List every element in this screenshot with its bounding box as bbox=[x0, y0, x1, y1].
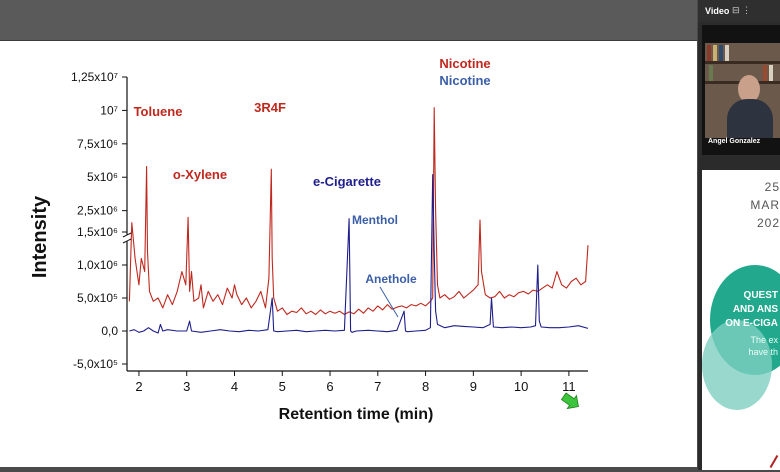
x-tick-label: 5 bbox=[279, 379, 286, 394]
poster-line4: The ex bbox=[750, 335, 778, 345]
y-axis-break-mark bbox=[122, 238, 132, 244]
event-poster: 25 MAR 202 QUEST AND ANS ON E-CIGA The e… bbox=[702, 170, 780, 470]
y-axis-break-mark bbox=[122, 232, 132, 238]
peak-annotation: Toluene bbox=[134, 104, 183, 119]
y-tick-label: 0,0 bbox=[101, 324, 118, 338]
poster-year: 202 bbox=[756, 216, 780, 230]
x-tick-label: 11 bbox=[562, 379, 576, 394]
peak-annotation: e-Cigarette bbox=[313, 174, 381, 189]
x-tick-label: 6 bbox=[326, 379, 333, 394]
y-tick-label: 10⁷ bbox=[100, 103, 118, 117]
x-tick-label: 4 bbox=[231, 379, 238, 394]
presentation-slide: 1,25x10⁷ 10⁷ 7,5x10⁶ 5x10⁶ 2,5x10⁶ 1,5x10⁶ 1,0… bbox=[0, 41, 697, 467]
peak-annotation: 3R4F bbox=[254, 100, 286, 115]
x-tick-label: 8 bbox=[422, 379, 429, 394]
cursor-arrow-icon bbox=[560, 392, 579, 410]
peak-annotation: Anethole bbox=[365, 272, 417, 286]
peak-annotation: Menthol bbox=[352, 213, 398, 227]
y-tick-label: 2,5x10⁶ bbox=[77, 204, 118, 218]
peak-annotation: Nicotine bbox=[439, 56, 490, 71]
x-tick-label: 10 bbox=[514, 379, 528, 394]
series-line-e-cigarette bbox=[129, 174, 589, 334]
presentation-toolbar bbox=[0, 0, 697, 41]
y-tick-label: -5,0x10⁵ bbox=[73, 357, 118, 371]
poster-day: 25 bbox=[764, 180, 780, 194]
video-panel-header: Video ⊟ ⋮ bbox=[698, 0, 780, 22]
video-menu-icon[interactable]: ⊟ ⋮ bbox=[732, 5, 752, 15]
x-tick-label: 2 bbox=[135, 379, 142, 394]
poster-line5: have th bbox=[748, 347, 778, 357]
x-tick-label: 9 bbox=[470, 379, 477, 394]
poster-logo-icon bbox=[769, 454, 780, 470]
webcam-feed bbox=[705, 43, 780, 138]
poster-month: MAR bbox=[750, 198, 780, 212]
y-tick-label: 7,5x10⁶ bbox=[77, 137, 118, 151]
poster-line3: ON E-CIGA bbox=[725, 318, 778, 329]
x-axis-title: Retention time (min) bbox=[279, 406, 434, 423]
side-panel: Video ⊟ ⋮ Angel Gonzalez 25 MAR 202 QUES… bbox=[698, 0, 780, 470]
annotation-pointer bbox=[379, 286, 399, 318]
chromatogram-chart: 1,25x10⁷ 10⁷ 7,5x10⁶ 5x10⁶ 2,5x10⁶ 1,5x10⁶ 1,0… bbox=[29, 56, 589, 423]
y-tick-label: 1,25x10⁷ bbox=[71, 70, 118, 84]
poster-line2: AND ANS bbox=[732, 304, 778, 315]
y-tick-label: 1,5x10⁶ bbox=[77, 225, 118, 239]
presenter-avatar bbox=[738, 75, 760, 103]
video-panel-title: Video bbox=[705, 6, 730, 16]
peak-annotation: o-Xylene bbox=[173, 167, 227, 182]
y-tick-label: 1,0x10⁶ bbox=[77, 258, 118, 272]
presenter-name: Angel Gonzalez bbox=[708, 138, 761, 145]
presenter-video[interactable]: Angel Gonzalez bbox=[702, 25, 780, 155]
x-tick-label: 3 bbox=[183, 379, 190, 394]
y-tick-label: 5,0x10⁵ bbox=[77, 291, 118, 305]
poster-line1: QUEST bbox=[743, 290, 778, 301]
x-tick-label: 7 bbox=[374, 379, 381, 394]
y-axis-title: Intensity bbox=[29, 195, 51, 278]
y-tick-label: 5x10⁶ bbox=[87, 170, 118, 184]
series-line-3r4f bbox=[128, 107, 589, 316]
peak-annotation: Nicotine bbox=[439, 73, 490, 88]
